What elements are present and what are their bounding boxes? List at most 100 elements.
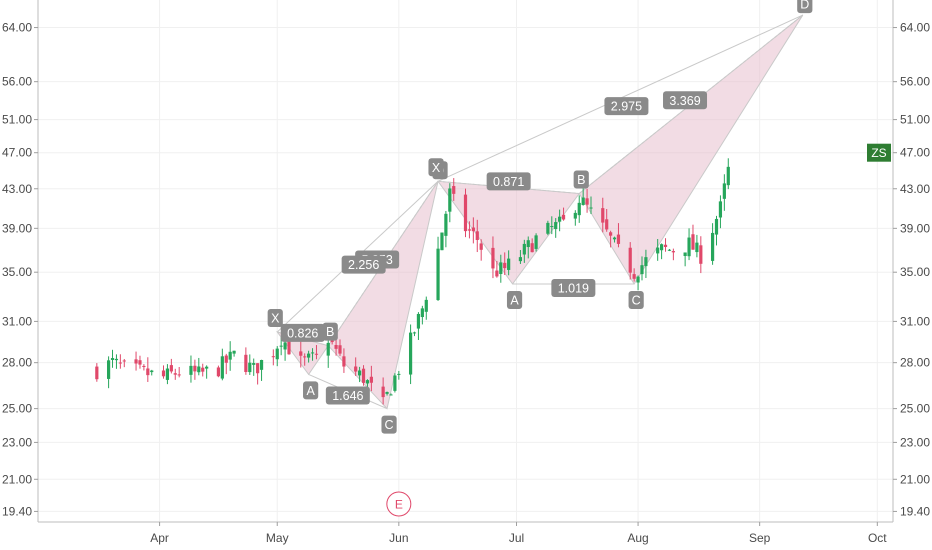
candle-body	[197, 366, 201, 373]
y-tick-label-right: 39.00	[900, 221, 930, 235]
candle-body	[467, 229, 472, 231]
ratio-xd-bg	[604, 97, 649, 116]
candle-body	[530, 243, 534, 253]
candle	[338, 339, 342, 356]
last-price-tag-text: ZS	[871, 146, 886, 160]
candle-body	[573, 212, 577, 219]
y-tick-label-right: 23.00	[900, 435, 930, 449]
candle-body	[444, 213, 448, 236]
harmonic-patterns	[275, 14, 804, 410]
candle	[718, 195, 723, 229]
point-label-c-bg	[381, 415, 397, 434]
candle	[161, 365, 166, 379]
candle-body	[248, 362, 252, 373]
candle	[201, 363, 205, 377]
candle	[667, 248, 672, 252]
candle	[248, 354, 252, 375]
candle	[95, 363, 99, 382]
candle-body	[259, 359, 264, 370]
candle	[558, 209, 562, 232]
candle-body	[499, 262, 503, 275]
y-tick-label-left: 28.00	[2, 356, 32, 370]
candle-body	[134, 359, 138, 364]
candle	[205, 365, 209, 379]
candle-body	[193, 365, 197, 372]
point-label-a-bg	[506, 290, 523, 309]
candle-body	[503, 262, 507, 269]
candle	[452, 178, 456, 201]
y-tick-label-right: 56.00	[900, 75, 930, 89]
candle	[589, 196, 593, 215]
candle-body	[397, 373, 401, 375]
candle-body	[660, 244, 664, 251]
candle	[612, 236, 617, 243]
candle-body	[526, 240, 530, 248]
point-label-b: B	[322, 322, 338, 341]
candle	[616, 223, 621, 248]
candle-body	[161, 370, 166, 377]
candle	[550, 216, 554, 235]
candle-body	[361, 368, 366, 383]
candle-body	[550, 226, 554, 228]
y-tick-label-right: 31.00	[900, 314, 930, 328]
candle	[216, 365, 221, 378]
candle-body	[256, 363, 260, 374]
point-label-a: A	[506, 290, 523, 309]
candle	[412, 331, 417, 337]
ratio-ac: 1.646	[325, 386, 370, 405]
candle	[691, 224, 695, 250]
candle-body	[358, 370, 362, 376]
candle	[530, 238, 534, 253]
candle-body	[605, 219, 609, 230]
candle	[358, 366, 362, 383]
candle-body	[581, 197, 585, 205]
candle	[424, 296, 428, 320]
candle-body	[495, 270, 499, 277]
candle-body	[369, 376, 373, 383]
y-tick-label-left: 43.00	[2, 182, 32, 196]
y-tick-label-right: 21.00	[900, 472, 930, 486]
point-label-a-text: A	[306, 384, 315, 398]
candle-body	[330, 339, 334, 343]
y-tick-label-left: 21.00	[2, 472, 32, 486]
candle	[471, 217, 475, 244]
candle	[134, 351, 138, 371]
candle-body	[722, 183, 726, 199]
candle	[381, 377, 385, 405]
candle	[385, 391, 389, 396]
candle-body	[244, 354, 248, 372]
candle-body	[224, 355, 228, 363]
candle	[671, 248, 675, 261]
candle	[165, 364, 170, 385]
candle-body	[228, 351, 232, 360]
y-tick-label-right: 43.00	[900, 182, 930, 196]
point-label-d-bg	[797, 0, 813, 14]
candle	[110, 349, 115, 368]
candle	[726, 158, 730, 190]
candle-body	[491, 247, 495, 269]
candle	[310, 348, 315, 361]
x-tick-label: Apr	[150, 531, 169, 545]
candle-body	[656, 247, 660, 254]
point-label-b: B	[573, 170, 589, 189]
candle-body	[534, 235, 538, 249]
candle-body	[287, 340, 291, 355]
candle	[114, 354, 119, 369]
candle	[397, 370, 401, 380]
candle-body	[589, 207, 593, 209]
point-label-b-text: B	[577, 173, 585, 187]
candle	[173, 368, 177, 380]
candle	[636, 275, 640, 291]
candle-body	[201, 367, 205, 372]
candle-body	[463, 194, 468, 232]
ratio-bd-bg	[663, 91, 708, 110]
candle	[561, 207, 566, 221]
ratio-xb: 0.871	[486, 172, 531, 191]
candle	[499, 254, 503, 283]
candle-body	[518, 257, 523, 262]
candle	[463, 188, 468, 238]
candle-body	[338, 345, 342, 354]
candle	[420, 305, 424, 325]
